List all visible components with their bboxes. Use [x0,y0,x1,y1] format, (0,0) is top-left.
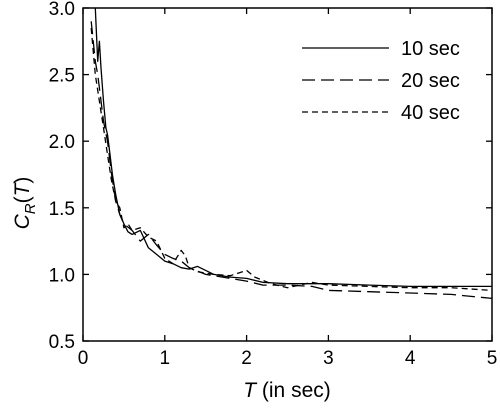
tick-labels: 0 1 2 3 4 5 0.5 1.0 1.5 2.0 2.5 3.0 [49,0,498,369]
x-tick-label: 4 [405,348,416,369]
x-axis-label: T (in sec) [243,379,331,402]
y-axis-label: CR(T) [11,177,39,230]
y-axis-label-arg: T [11,181,34,196]
plot-area [82,7,493,342]
y-tick-label: 2.5 [49,66,75,87]
y-axis-label-open: ( [11,196,34,203]
y-tick-label: 1.0 [49,265,75,286]
y-axis-label-main: C [11,213,34,229]
y-tick-label: 1.5 [49,199,75,220]
x-axis-label-variable: T [243,379,258,402]
y-tick-label: 2.0 [49,132,75,153]
y-axis-label-subscript: R [22,203,39,214]
ticks [82,7,493,342]
y-tick-label: 0.5 [49,332,75,353]
plot-frame [82,7,493,342]
series-line-2 [90,21,492,300]
x-tick-label: 5 [487,348,498,369]
x-axis-label-unit: (in sec) [256,379,331,402]
series-group [90,8,492,300]
legend-label-2: 20 sec [401,70,460,92]
legend-label-3: 40 sec [401,102,460,124]
legend: 10 sec 20 sec 40 sec [302,38,460,124]
y-tick-label: 3.0 [49,0,75,20]
legend-label-1: 10 sec [401,38,460,60]
x-tick-label: 1 [160,348,171,369]
series-line-3 [90,27,492,292]
y-axis-label-close: ) [11,177,34,184]
x-tick-label: 3 [323,348,334,369]
x-tick-label: 2 [241,348,252,369]
series-line-1 [94,8,492,288]
x-tick-label: 0 [78,348,89,369]
